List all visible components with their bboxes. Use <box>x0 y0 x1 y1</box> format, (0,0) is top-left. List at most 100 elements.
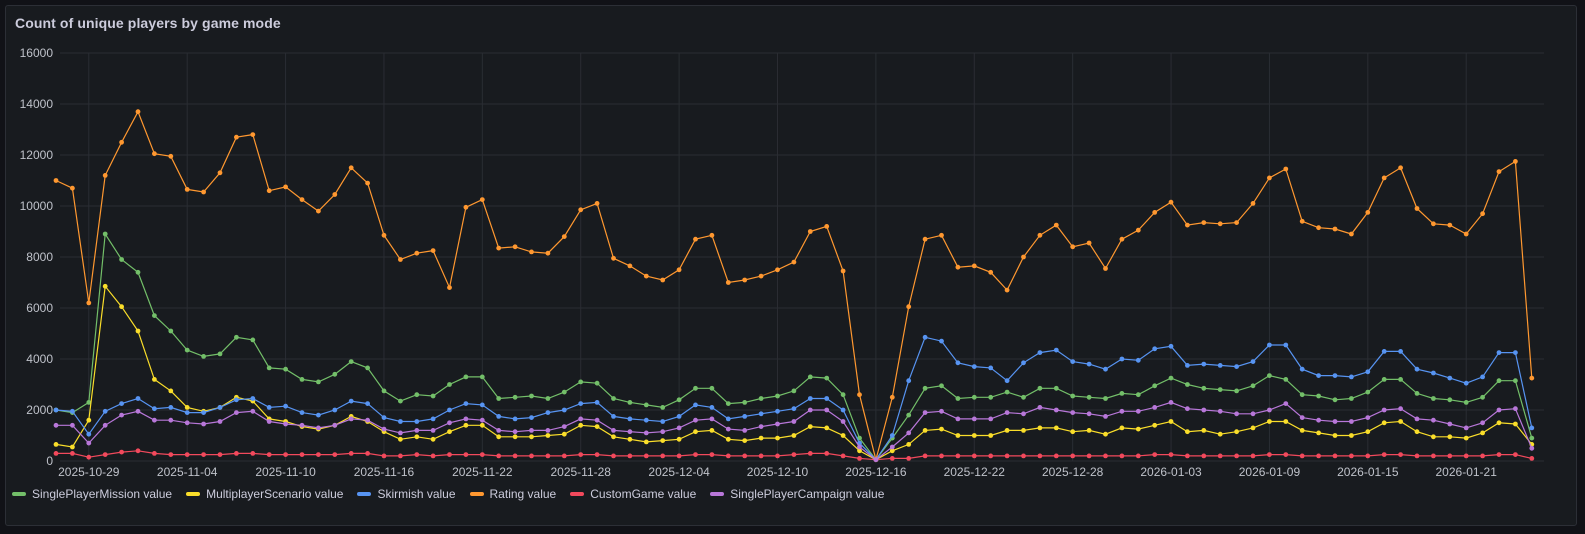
data-point[interactable] <box>955 433 961 438</box>
data-point[interactable] <box>1529 375 1535 381</box>
series-line[interactable] <box>55 336 1533 461</box>
data-point[interactable] <box>1053 453 1059 459</box>
data-point[interactable] <box>922 453 928 459</box>
data-point[interactable] <box>791 433 797 438</box>
data-point[interactable] <box>152 313 157 318</box>
data-point[interactable] <box>414 452 420 457</box>
data-point[interactable] <box>545 410 551 415</box>
data-point[interactable] <box>86 400 92 405</box>
data-point[interactable] <box>1414 366 1420 372</box>
data-point[interactable] <box>824 396 830 401</box>
data-point[interactable] <box>1267 419 1272 424</box>
data-point[interactable] <box>1398 377 1403 382</box>
data-point[interactable] <box>1086 240 1092 246</box>
data-point[interactable] <box>1250 425 1256 431</box>
data-point[interactable] <box>479 374 485 380</box>
data-point[interactable] <box>398 419 403 424</box>
data-point[interactable] <box>725 426 731 432</box>
data-point[interactable] <box>1365 210 1371 215</box>
data-point[interactable] <box>857 435 862 441</box>
data-point[interactable] <box>53 442 59 447</box>
data-point[interactable] <box>1398 349 1403 354</box>
data-point[interactable] <box>1398 406 1403 412</box>
data-point[interactable] <box>1021 453 1026 459</box>
data-point[interactable] <box>1463 453 1469 459</box>
data-point[interactable] <box>512 453 518 459</box>
data-point[interactable] <box>365 417 370 423</box>
data-point[interactable] <box>529 393 534 399</box>
data-point[interactable] <box>1037 405 1043 410</box>
data-point[interactable] <box>1381 452 1387 457</box>
data-point[interactable] <box>152 451 157 456</box>
data-point[interactable] <box>709 428 715 433</box>
data-point[interactable] <box>266 365 272 371</box>
data-point[interactable] <box>1053 222 1059 228</box>
data-point[interactable] <box>824 224 830 229</box>
data-point[interactable] <box>463 401 469 406</box>
data-point[interactable] <box>201 452 207 457</box>
data-point[interactable] <box>119 412 124 418</box>
data-point[interactable] <box>168 153 174 159</box>
data-point[interactable] <box>1250 453 1256 459</box>
data-point[interactable] <box>1381 377 1387 382</box>
data-point[interactable] <box>840 407 846 413</box>
data-point[interactable] <box>102 452 108 457</box>
data-point[interactable] <box>791 452 797 457</box>
data-point[interactable] <box>365 451 370 456</box>
legend-item[interactable]: CustomGame value <box>570 487 696 501</box>
data-point[interactable] <box>168 452 174 457</box>
data-point[interactable] <box>1021 360 1026 366</box>
data-point[interactable] <box>1201 453 1207 459</box>
data-point[interactable] <box>283 184 288 190</box>
data-point[interactable] <box>807 396 813 401</box>
data-point[interactable] <box>53 451 59 456</box>
data-point[interactable] <box>512 394 518 400</box>
data-point[interactable] <box>283 403 288 409</box>
data-point[interactable] <box>463 204 469 210</box>
data-point[interactable] <box>266 188 272 194</box>
data-point[interactable] <box>1299 366 1305 372</box>
data-point[interactable] <box>775 393 780 399</box>
data-point[interactable] <box>102 408 108 414</box>
data-point[interactable] <box>102 283 108 289</box>
data-point[interactable] <box>1267 373 1272 378</box>
data-point[interactable] <box>1168 452 1174 457</box>
data-point[interactable] <box>775 435 780 441</box>
data-point[interactable] <box>447 285 452 290</box>
data-point[interactable] <box>1480 394 1485 400</box>
legend-item[interactable]: MultiplayerScenario value <box>186 487 343 501</box>
data-point[interactable] <box>102 422 108 428</box>
data-point[interactable] <box>676 414 682 419</box>
data-point[interactable] <box>430 248 436 254</box>
data-point[interactable] <box>1217 431 1223 437</box>
data-point[interactable] <box>725 280 731 285</box>
data-point[interactable] <box>1381 420 1387 426</box>
data-point[interactable] <box>1480 374 1485 380</box>
data-point[interactable] <box>1119 236 1125 242</box>
data-point[interactable] <box>70 444 75 450</box>
legend-item[interactable]: SinglePlayerCampaign value <box>710 487 884 501</box>
data-point[interactable] <box>857 392 862 398</box>
data-point[interactable] <box>1267 407 1272 413</box>
data-point[interactable] <box>447 382 452 387</box>
data-point[interactable] <box>1431 396 1436 401</box>
data-point[interactable] <box>1021 394 1026 400</box>
data-point[interactable] <box>398 398 403 404</box>
data-point[interactable] <box>709 416 715 422</box>
panel-title[interactable]: Count of unique players by game mode <box>15 15 281 31</box>
data-point[interactable] <box>430 416 436 422</box>
data-point[interactable] <box>643 430 649 436</box>
data-point[interactable] <box>1447 421 1453 427</box>
data-point[interactable] <box>1250 359 1256 364</box>
data-point[interactable] <box>611 255 616 261</box>
data-point[interactable] <box>1086 394 1092 400</box>
data-point[interactable] <box>1152 210 1158 215</box>
data-point[interactable] <box>1398 419 1403 424</box>
data-point[interactable] <box>791 388 797 394</box>
data-point[interactable] <box>1316 393 1321 399</box>
data-point[interactable] <box>1070 393 1076 399</box>
data-point[interactable] <box>1037 350 1043 355</box>
data-point[interactable] <box>1513 421 1518 427</box>
data-point[interactable] <box>1185 429 1190 435</box>
data-point[interactable] <box>332 452 338 457</box>
